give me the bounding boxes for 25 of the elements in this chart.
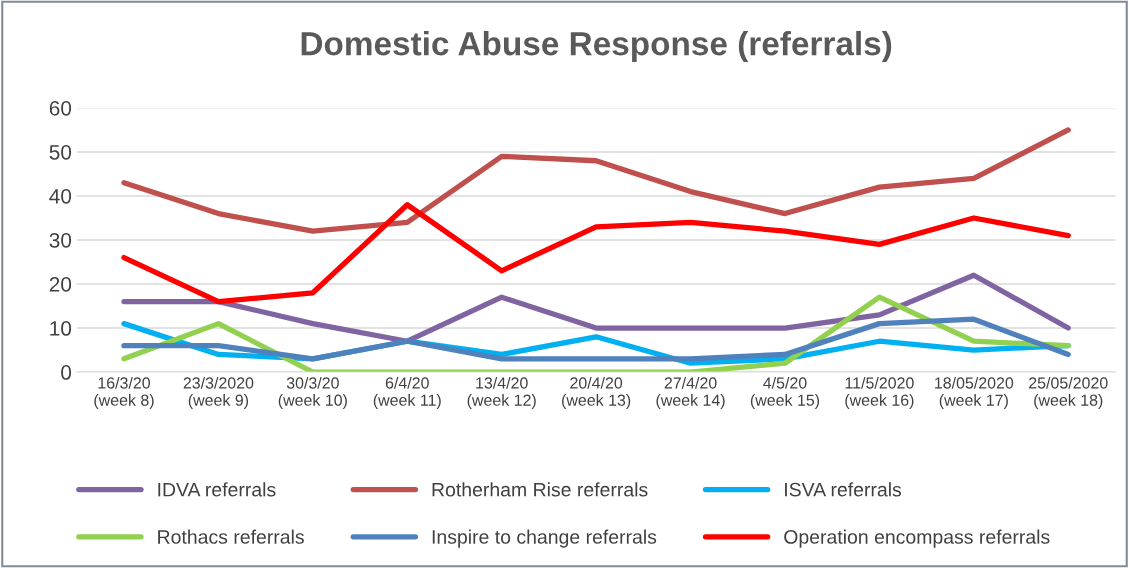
- x-tick-label: 13/4/20 (week 12): [467, 376, 536, 409]
- x-tick-label: 27/4/20 (week 14): [656, 376, 725, 409]
- legend-label: Rotherham Rise referrals: [432, 482, 648, 497]
- x-tick-label: 20/4/20 (week 13): [562, 376, 631, 409]
- x-tick-label: 18/05/2020 (week 17): [935, 376, 1014, 409]
- y-tick-label: 50: [49, 144, 72, 160]
- x-tick-label: 16/3/20 (week 8): [94, 376, 154, 409]
- x-tick-label: 4/5/20 (week 15): [750, 376, 820, 409]
- x-tick-label: 6/4/20 (week 11): [373, 376, 441, 409]
- y-tick-label: 30: [49, 232, 72, 248]
- y-tick-label: 10: [50, 321, 72, 336]
- y-tick-label: 20: [49, 277, 72, 292]
- legend-label: IDVA referrals: [158, 482, 276, 497]
- y-tick-label: 0: [61, 365, 72, 380]
- x-tick-label: 11/5/2020 (week 16): [845, 376, 914, 409]
- x-tick-label: 23/3/2020 (week 9): [183, 376, 254, 409]
- y-tick-label: 60: [49, 100, 72, 116]
- legend-label: ISVA referrals: [785, 482, 902, 497]
- legend-label: Inspire to change referrals: [432, 529, 657, 548]
- x-tick-label: 30/3/20 (week 10): [278, 376, 347, 409]
- y-tick-label: 40: [49, 188, 72, 204]
- x-tick-label: 25/05/2020 (week 18): [1029, 376, 1108, 409]
- legend-label: Operation encompass referrals: [784, 529, 1050, 548]
- chart-title: Domestic Abuse Response (referrals): [301, 30, 892, 63]
- legend-label: Rothacs referrals: [158, 529, 304, 544]
